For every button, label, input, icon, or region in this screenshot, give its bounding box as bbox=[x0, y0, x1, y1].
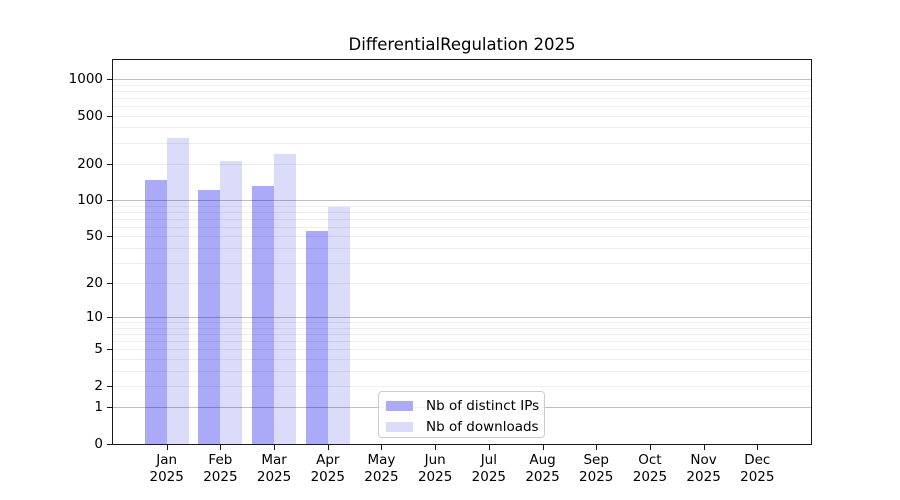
gridline-major bbox=[113, 200, 811, 202]
x-tick-label: Aug 2025 bbox=[525, 452, 560, 485]
gridline bbox=[113, 349, 811, 351]
y-tick-mark bbox=[107, 444, 112, 445]
gridline bbox=[113, 283, 811, 285]
x-tick-mark bbox=[757, 445, 759, 450]
gridline bbox=[113, 205, 811, 207]
y-tick-mark bbox=[107, 79, 112, 81]
gridline bbox=[113, 226, 811, 228]
bar-feb-nb-of-downloads bbox=[220, 161, 243, 444]
x-tick-mark bbox=[274, 445, 276, 450]
x-tick-mark bbox=[166, 445, 168, 450]
bar-jan-nb-of-downloads bbox=[166, 138, 189, 444]
gridline bbox=[113, 247, 811, 249]
bar-apr-nb-of-downloads bbox=[327, 206, 350, 444]
y-tick-mark bbox=[107, 283, 112, 285]
gridline bbox=[113, 142, 811, 144]
gridline bbox=[113, 236, 811, 238]
x-tick-mark bbox=[435, 445, 437, 450]
gridline bbox=[113, 322, 811, 324]
y-tick-label: 100 bbox=[77, 192, 103, 209]
x-tick-label: Jul 2025 bbox=[471, 452, 507, 485]
x-tick-mark bbox=[327, 445, 329, 450]
x-tick-label: Jun 2025 bbox=[417, 452, 453, 485]
y-tick-mark bbox=[107, 200, 112, 202]
gridline-major bbox=[113, 79, 811, 81]
y-tick-mark bbox=[107, 349, 112, 351]
y-tick-mark bbox=[107, 236, 112, 238]
gridline bbox=[113, 359, 811, 360]
gridline bbox=[113, 115, 811, 117]
bar-apr-nb-of-distinct-ips bbox=[305, 231, 328, 444]
y-tick-mark bbox=[107, 407, 112, 409]
y-tick-mark bbox=[107, 317, 112, 319]
gridline bbox=[113, 127, 811, 129]
plot-area bbox=[112, 59, 812, 445]
x-tick-label: Jan 2025 bbox=[149, 452, 184, 485]
x-tick-mark bbox=[542, 445, 544, 450]
y-tick-label: 50 bbox=[85, 228, 103, 245]
x-tick-label: Mar 2025 bbox=[256, 452, 292, 485]
gridline bbox=[113, 370, 811, 372]
x-tick-mark bbox=[381, 445, 383, 450]
y-tick-mark bbox=[107, 115, 112, 117]
bars-layer bbox=[113, 60, 811, 444]
legend-swatch-downloads bbox=[386, 421, 413, 432]
y-tick-label: 5 bbox=[94, 341, 103, 358]
gridline bbox=[113, 163, 811, 165]
bar-jan-nb-of-distinct-ips bbox=[144, 179, 167, 444]
gridline bbox=[113, 218, 811, 220]
y-tick-label: 200 bbox=[77, 155, 103, 172]
bar-mar-nb-of-distinct-ips bbox=[252, 186, 275, 444]
x-tick-mark bbox=[649, 445, 651, 450]
legend: Nb of distinct IPs Nb of downloads bbox=[378, 391, 545, 438]
y-tick-mark bbox=[107, 385, 112, 387]
x-tick-label: Dec 2025 bbox=[740, 452, 775, 485]
legend-item: Nb of downloads bbox=[386, 417, 544, 436]
gridline bbox=[113, 327, 811, 329]
gridline bbox=[113, 262, 811, 264]
x-tick-label: Nov 2025 bbox=[686, 452, 721, 485]
y-tick-label: 1 bbox=[94, 399, 103, 416]
legend-label-downloads: Nb of downloads bbox=[426, 418, 539, 435]
y-tick-label: 2 bbox=[94, 377, 103, 394]
gridline bbox=[113, 341, 811, 343]
y-tick-label: 0 bbox=[94, 436, 103, 452]
legend-swatch-distinct-ips bbox=[386, 400, 413, 411]
x-tick-label: Feb 2025 bbox=[203, 452, 238, 485]
legend-item: Nb of distinct IPs bbox=[386, 396, 544, 415]
y-tick-label: 1000 bbox=[68, 71, 103, 88]
x-tick-label: Apr 2025 bbox=[310, 452, 345, 485]
gridline bbox=[113, 90, 811, 92]
y-tick-label: 500 bbox=[77, 107, 103, 124]
gridline bbox=[113, 334, 811, 336]
x-tick-label: May 2025 bbox=[364, 452, 399, 485]
gridline bbox=[113, 106, 811, 108]
x-tick-mark bbox=[488, 445, 490, 450]
gridline bbox=[113, 97, 811, 99]
y-tick-mark bbox=[107, 163, 112, 165]
x-tick-mark bbox=[596, 445, 598, 450]
y-tick-label: 10 bbox=[85, 309, 103, 326]
x-tick-label: Oct 2025 bbox=[632, 452, 668, 485]
grid-layer bbox=[113, 60, 811, 444]
gridline bbox=[113, 84, 811, 86]
bar-feb-nb-of-distinct-ips bbox=[198, 189, 221, 444]
bar-mar-nb-of-downloads bbox=[274, 154, 297, 444]
legend-label-distinct-ips: Nb of distinct IPs bbox=[426, 397, 540, 414]
x-tick-mark bbox=[703, 445, 705, 450]
gridline bbox=[113, 385, 811, 387]
gridline-major bbox=[113, 317, 811, 319]
gridline bbox=[113, 211, 811, 213]
chart-title: DifferentialRegulation 2025 bbox=[348, 35, 576, 54]
x-tick-mark bbox=[220, 445, 222, 450]
y-tick-label: 20 bbox=[85, 275, 103, 292]
x-tick-label: Sep 2025 bbox=[579, 452, 614, 485]
